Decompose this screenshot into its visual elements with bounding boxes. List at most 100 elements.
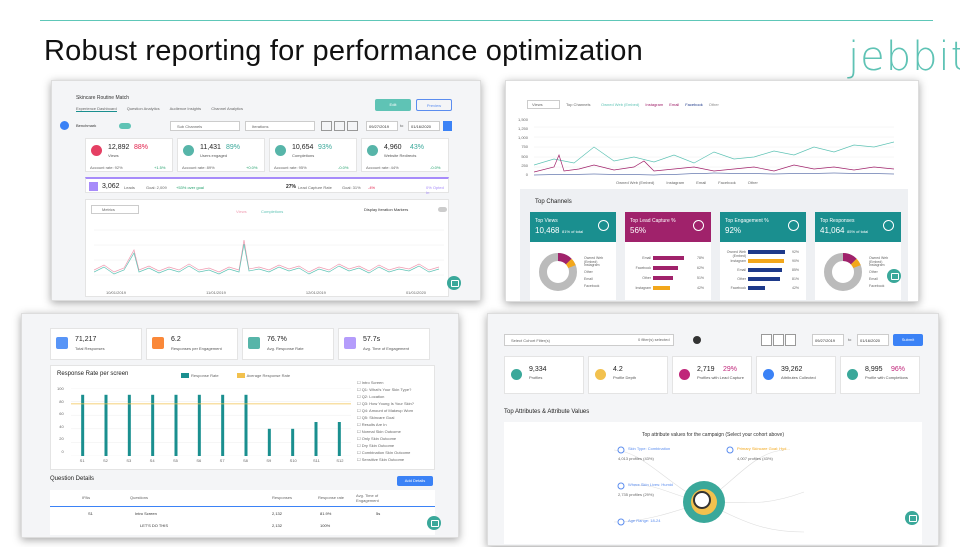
row-responses: 2,132	[272, 523, 283, 528]
kpi-icon	[763, 369, 774, 380]
screen-list-item[interactable]: ☐ Intro Screen	[357, 380, 384, 385]
row-question[interactable]: Intro Screen	[135, 511, 157, 516]
views-select[interactable]: Views	[527, 100, 560, 109]
edit-button[interactable]: Edit	[375, 99, 411, 111]
attribute-caption: Top attribute values for the campaign (S…	[641, 432, 785, 438]
channel-owned-web[interactable]: Owned Web (Embed)	[601, 102, 640, 107]
slide-title: Robust reporting for performance optimiz…	[44, 35, 643, 67]
screen-list-item[interactable]: ☐ Sensitive Skin Outcome	[357, 457, 405, 462]
metrics-select[interactable]: Metrics	[91, 205, 139, 214]
card-value: 92%	[725, 226, 742, 235]
tab-audience-insights[interactable]: Audience Insights	[169, 106, 202, 111]
monitor-icon[interactable]	[773, 334, 784, 346]
screen-list-item[interactable]: ☐ Q3: How Young Is Your Skin?	[357, 401, 414, 406]
kpi-card: 71,217 Total Responses	[50, 328, 142, 360]
kpi-account-rate: Account rate: 44%	[366, 165, 399, 170]
legend-response-rate: Response Rate	[181, 373, 219, 378]
jebbit-logo: jebbit	[848, 34, 960, 80]
screen-list-item[interactable]: ☐ Q4: Amount of Makeup Worn	[357, 408, 414, 413]
channel-facebook[interactable]: Facebook	[685, 102, 703, 107]
benchmark-toggle[interactable]	[119, 123, 131, 129]
node-age-range[interactable]: Age Range: 18-24	[628, 518, 661, 523]
x-tick: S8	[243, 458, 248, 463]
kpi-icon	[91, 145, 102, 156]
mobile-icon[interactable]	[785, 334, 796, 346]
bar-label: Other	[642, 276, 651, 280]
node-primary-goal[interactable]: Primary Skincare Goal: Hyd...	[737, 446, 790, 451]
node-where-skin-lives-count: 2,735 profiles (29%)	[618, 492, 654, 497]
refresh-button[interactable]	[443, 121, 452, 131]
audience-insights-screenshot: Select Cohort Filter(s) 0 filter(s) sele…	[487, 313, 939, 546]
iterations-select[interactable]: Iterations	[245, 121, 315, 131]
bar-S4	[151, 394, 155, 456]
expand-icon[interactable]	[60, 121, 69, 130]
views-chart-card: Metrics Views Completions Display Iterat…	[85, 199, 449, 297]
screen-list-item[interactable]: ☐ Normal Skin Outcome	[357, 429, 401, 434]
tab-channel-analytics[interactable]: Channel Analytics	[211, 106, 243, 111]
x-axis-ticks: 10/01/2019 11/01/2019 12/01/2019 01/01/2…	[106, 290, 426, 295]
node-skin-type[interactable]: Skin Type: Combination	[628, 446, 671, 451]
chat-icon[interactable]	[427, 516, 441, 530]
x-tick: S9	[266, 458, 272, 463]
x-tick: S12	[336, 458, 344, 463]
monitor-icon[interactable]	[334, 121, 345, 131]
tab-question-analytics[interactable]: Question Analytics	[126, 106, 160, 111]
row-answer: LET'S DO THIS	[140, 523, 169, 528]
top-divider	[40, 20, 933, 21]
date-from-input[interactable]: 09/27/2019	[366, 121, 398, 131]
help-icon[interactable]	[693, 336, 701, 344]
lead-capture-rate-label: Lead Capture Rate	[298, 185, 332, 190]
screen-list-item[interactable]: ☐ Combination Skin Outcome	[357, 450, 411, 455]
screen-list-item[interactable]: ☐ Q5: Skincare Goal	[357, 415, 395, 420]
donut-legend-item: Other	[869, 270, 878, 274]
kpi-icon	[152, 337, 164, 349]
kpi-card: 76.7% Avg. Response Rate	[242, 328, 334, 360]
card-title: Top Engagement %	[725, 218, 769, 224]
x-tick: 12/01/2019	[305, 290, 326, 295]
legend-item: Email	[696, 180, 707, 185]
chat-icon[interactable]	[887, 269, 901, 283]
chat-icon[interactable]	[447, 276, 461, 290]
sub-channels-select[interactable]: Sub Channels	[170, 121, 240, 131]
channel-other[interactable]: Other	[708, 102, 719, 107]
attribute-graph-panel: Top attribute values for the campaign (S…	[504, 422, 922, 544]
screen-list-item[interactable]: ☐ Dry Skin Outcome	[357, 443, 395, 448]
submit-button[interactable]: Submit	[893, 334, 923, 346]
column-header: Responses	[272, 495, 293, 500]
x-tick: S4	[149, 458, 155, 463]
add-details-button[interactable]: Add Details	[397, 476, 433, 486]
node-where-skin-lives[interactable]: Where Skin Lives: Humid	[628, 482, 673, 487]
screen-list-item[interactable]: ☐ Results Are In	[357, 422, 387, 427]
x-tick: S6	[196, 458, 202, 463]
iteration-markers-toggle[interactable]	[438, 207, 447, 212]
mobile-icon[interactable]	[347, 121, 358, 131]
experience-dashboard-screenshot: Skincare Routine Match Experience Dashbo…	[51, 80, 481, 301]
kpi-percent: 29%	[723, 366, 738, 373]
y-tick: 500	[521, 153, 529, 159]
desktop-icon[interactable]	[321, 121, 332, 131]
device-icons	[761, 334, 797, 346]
preview-button[interactable]: Preview	[416, 99, 452, 111]
x-tick: S5	[173, 458, 178, 463]
screen-list-item[interactable]: ☐ Q1: What's Your Skin Type?	[357, 387, 412, 392]
bar	[748, 268, 782, 272]
tab-experience-dashboard[interactable]: Experience Dashboard	[76, 106, 117, 112]
channel-instagram[interactable]: Instagram	[645, 102, 664, 107]
channel-email[interactable]: Email	[669, 102, 680, 107]
kpi-label: Total Responses	[75, 346, 105, 351]
bar-S10	[291, 428, 295, 456]
screen-list-item[interactable]: ☐ Q2: Location	[357, 394, 385, 399]
date-to-input[interactable]: 01/16/2020	[857, 334, 889, 346]
channel-donut	[539, 253, 577, 291]
desktop-icon[interactable]	[761, 334, 772, 346]
leads-value: 3,062	[102, 183, 120, 190]
date-from-input[interactable]: 09/27/2019	[812, 334, 844, 346]
kpi-percent: 96%	[891, 366, 906, 373]
screen-list-item[interactable]: ☐ Only Skin Outcome	[357, 436, 397, 441]
top-channel-card: Top Lead Capture % 56% Email 78% Facebook…	[625, 212, 711, 300]
cohort-filter-select[interactable]: Select Cohort Filter(s)	[504, 334, 674, 346]
leads-label: Leads	[124, 185, 135, 190]
chat-icon[interactable]	[905, 511, 919, 525]
date-to-input[interactable]: 01/16/2020	[408, 121, 440, 131]
bar-value: 92%	[792, 250, 800, 254]
